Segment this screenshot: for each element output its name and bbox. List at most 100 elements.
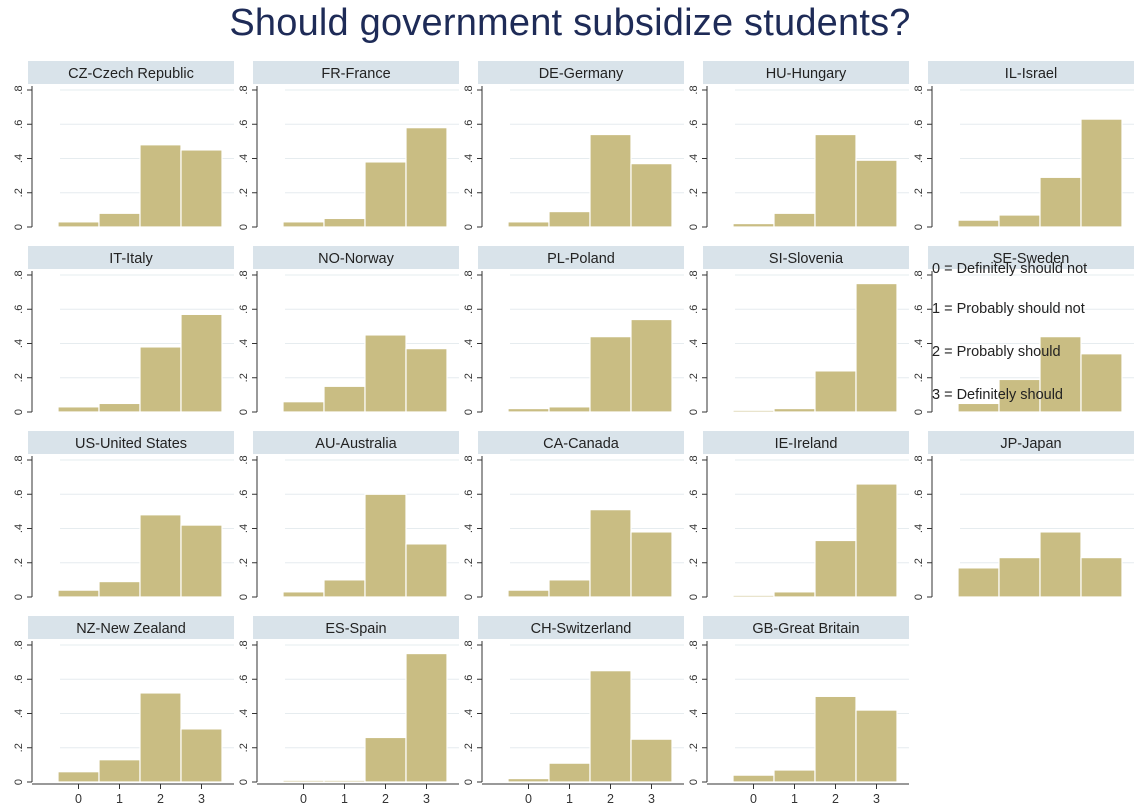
- x-tick-label: 1: [791, 792, 798, 806]
- x-tick-label: 0: [300, 792, 307, 806]
- bar-3: [405, 127, 448, 228]
- panel-ie: IE-Ireland 0 .2 .4 .6 .8: [688, 431, 909, 600]
- y-tick-label: .8: [463, 455, 475, 464]
- bar-0: [282, 779, 325, 783]
- y-tick-label: .8: [913, 455, 925, 464]
- y-tick-label: .2: [913, 188, 925, 197]
- y-tick-label: .4: [688, 154, 700, 163]
- panel-strip: [478, 616, 684, 639]
- bar-3: [180, 149, 223, 228]
- y-tick-label: .8: [238, 85, 250, 94]
- x-tick-label: 0: [525, 792, 532, 806]
- legend-item-2: 2 = Probably should: [932, 344, 1061, 360]
- bar-0: [957, 219, 1000, 228]
- panel-title: AU-Australia: [315, 436, 397, 452]
- bar-1: [773, 407, 816, 413]
- x-tick-label: 3: [648, 792, 655, 806]
- y-tick-label: 0: [463, 779, 475, 785]
- panel-il: IL-Israel 0 .2 .4 .6 .8: [913, 61, 1134, 230]
- bar-0: [732, 409, 775, 413]
- bar-1: [548, 210, 591, 228]
- x-tick-label: 3: [198, 792, 205, 806]
- y-tick-label: .6: [688, 305, 700, 314]
- bar-1: [548, 762, 591, 783]
- y-tick-label: .6: [13, 490, 25, 499]
- y-tick-label: 0: [13, 594, 25, 600]
- y-tick-label: .8: [688, 270, 700, 279]
- y-tick-label: .8: [13, 85, 25, 94]
- bar-0: [57, 771, 100, 783]
- bar-2: [364, 736, 407, 783]
- y-tick-label: 0: [238, 409, 250, 415]
- panel-title: DE-Germany: [539, 66, 624, 82]
- y-tick-label: .6: [238, 675, 250, 684]
- y-tick-label: 0: [238, 594, 250, 600]
- bar-3: [1080, 118, 1123, 228]
- y-tick-label: .2: [913, 558, 925, 567]
- panel-cz: CZ-Czech Republic 0 .2 .4 .6 .8: [13, 61, 234, 230]
- x-tick-label: 2: [382, 792, 389, 806]
- bar-2: [1039, 531, 1082, 598]
- bar-3: [855, 709, 898, 783]
- panel-it: IT-Italy 0 .2 .4 .6 .8: [13, 246, 234, 415]
- panel-strip: [928, 431, 1134, 454]
- y-tick-label: .2: [13, 743, 25, 752]
- panel-ch: CH-Switzerland 0 .2 .4 .6 .8 0 1 2 3: [463, 616, 684, 806]
- page-title: Should government subsidize students?: [229, 2, 911, 44]
- y-tick-label: .2: [688, 373, 700, 382]
- y-tick-label: .4: [913, 339, 925, 348]
- y-tick-label: .2: [688, 558, 700, 567]
- bar-2: [589, 670, 632, 783]
- y-tick-label: .4: [13, 154, 25, 163]
- bar-3: [1080, 557, 1123, 598]
- y-tick-label: .2: [913, 373, 925, 382]
- panel-strip: [703, 616, 909, 639]
- panel-title: JP-Japan: [1000, 436, 1061, 452]
- panel-strip: [28, 616, 234, 639]
- bar-2: [1039, 176, 1082, 228]
- bar-2: [139, 346, 182, 413]
- y-tick-label: .8: [238, 270, 250, 279]
- panel-title: CH-Switzerland: [531, 621, 632, 637]
- y-tick-label: .6: [913, 490, 925, 499]
- bar-0: [507, 221, 550, 228]
- y-tick-label: .4: [688, 709, 700, 718]
- y-tick-label: .6: [238, 490, 250, 499]
- x-tick-label: 3: [423, 792, 430, 806]
- panel-au: AU-Australia 0 .2 .4 .6 .8: [238, 431, 459, 600]
- panel-hu: HU-Hungary 0 .2 .4 .6 .8: [688, 61, 909, 230]
- y-tick-label: .2: [238, 373, 250, 382]
- y-tick-label: .8: [463, 270, 475, 279]
- bar-2: [364, 334, 407, 413]
- y-tick-label: .4: [13, 339, 25, 348]
- bar-1: [773, 591, 816, 598]
- y-tick-label: .6: [688, 120, 700, 129]
- bar-0: [957, 402, 1000, 413]
- bar-2: [814, 370, 857, 413]
- panel-strip: [28, 246, 234, 269]
- bar-3: [405, 348, 448, 413]
- bar-3: [180, 313, 223, 413]
- bar-1: [548, 579, 591, 598]
- panel-title: SE-Sweden: [993, 251, 1070, 267]
- y-tick-label: .6: [913, 120, 925, 129]
- panel-title: IE-Ireland: [775, 436, 838, 452]
- bar-1: [998, 214, 1041, 228]
- y-tick-label: 0: [13, 409, 25, 415]
- bar-2: [1039, 336, 1082, 413]
- y-tick-label: .2: [463, 188, 475, 197]
- panel-de: DE-Germany 0 .2 .4 .6 .8: [463, 61, 684, 230]
- bar-0: [957, 567, 1000, 598]
- y-tick-label: .6: [463, 675, 475, 684]
- y-tick-label: .6: [463, 305, 475, 314]
- y-tick-label: 0: [463, 594, 475, 600]
- y-tick-label: .8: [913, 85, 925, 94]
- bar-0: [57, 589, 100, 598]
- bar-1: [998, 378, 1041, 413]
- bar-1: [323, 779, 366, 783]
- y-tick-label: .4: [13, 524, 25, 533]
- y-tick-label: .8: [463, 640, 475, 649]
- bar-3: [855, 159, 898, 228]
- x-tick-label: 1: [566, 792, 573, 806]
- bar-2: [364, 493, 407, 598]
